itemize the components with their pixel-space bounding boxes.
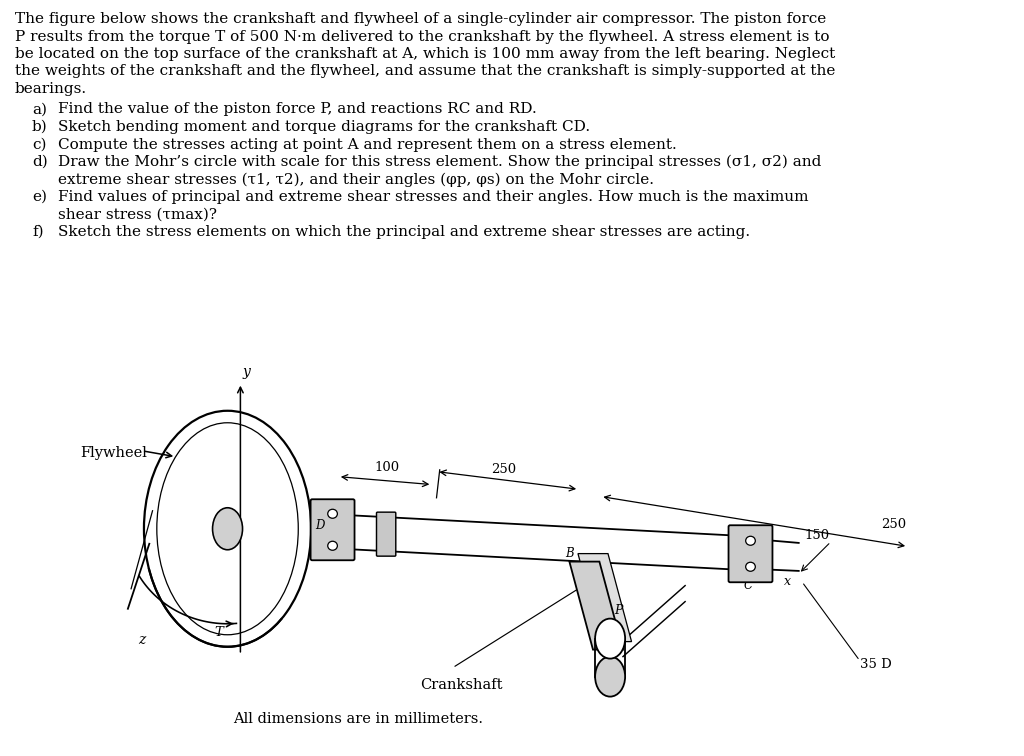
Text: Compute the stresses acting at point A and represent them on a stress element.: Compute the stresses acting at point A a… <box>58 138 677 151</box>
Text: f): f) <box>32 225 44 239</box>
Text: y: y <box>243 364 251 379</box>
Ellipse shape <box>595 657 625 696</box>
Text: e): e) <box>32 190 47 204</box>
Text: z: z <box>138 633 145 647</box>
Text: B: B <box>565 547 573 559</box>
Text: the weights of the crankshaft and the flywheel, and assume that the crankshaft i: the weights of the crankshaft and the fl… <box>15 64 836 79</box>
Text: 250: 250 <box>882 519 906 531</box>
Text: shear stress (τmax)?: shear stress (τmax)? <box>58 207 217 222</box>
Polygon shape <box>569 562 623 649</box>
Text: c): c) <box>32 138 46 151</box>
Circle shape <box>328 541 337 550</box>
Text: All dimensions are in millimeters.: All dimensions are in millimeters. <box>232 711 483 726</box>
Text: d): d) <box>32 155 48 169</box>
FancyBboxPatch shape <box>310 499 354 560</box>
Text: Flywheel: Flywheel <box>81 446 147 460</box>
Text: 250: 250 <box>492 463 516 476</box>
Text: Sketch the stress elements on which the principal and extreme shear stresses are: Sketch the stress elements on which the … <box>58 225 751 239</box>
Text: A: A <box>381 517 389 530</box>
Text: The figure below shows the crankshaft and flywheel of a single-cylinder air comp: The figure below shows the crankshaft an… <box>15 12 826 26</box>
Circle shape <box>328 510 337 519</box>
Text: 35 D: 35 D <box>860 658 892 671</box>
Circle shape <box>745 536 756 545</box>
Text: P results from the torque T of 500 N·m delivered to the crankshaft by the flywhe: P results from the torque T of 500 N·m d… <box>15 29 829 44</box>
Text: a): a) <box>32 103 47 116</box>
Text: bearings.: bearings. <box>15 82 87 96</box>
FancyBboxPatch shape <box>377 512 396 556</box>
Text: x: x <box>783 575 791 587</box>
Text: Draw the Mohr’s circle with scale for this stress element. Show the principal st: Draw the Mohr’s circle with scale for th… <box>58 155 821 169</box>
Text: D: D <box>315 519 325 532</box>
Text: b): b) <box>32 120 48 134</box>
FancyBboxPatch shape <box>728 525 772 582</box>
Polygon shape <box>578 553 632 642</box>
Ellipse shape <box>213 508 243 550</box>
Text: P: P <box>614 603 623 617</box>
Text: Find values of principal and extreme shear stresses and their angles. How much i: Find values of principal and extreme she… <box>58 190 809 204</box>
Text: Sketch bending moment and torque diagrams for the crankshaft CD.: Sketch bending moment and torque diagram… <box>58 120 590 134</box>
Circle shape <box>745 562 756 572</box>
Text: C: C <box>743 579 753 592</box>
Text: extreme shear stresses (τ1, τ2), and their angles (φp, φs) on the Mohr circle.: extreme shear stresses (τ1, τ2), and the… <box>58 172 654 187</box>
Ellipse shape <box>595 618 625 658</box>
Text: T: T <box>215 626 223 639</box>
Text: 150: 150 <box>804 528 829 542</box>
Text: Crankshaft: Crankshaft <box>421 678 503 692</box>
Text: Find the value of the piston force P, and reactions RC and RD.: Find the value of the piston force P, an… <box>58 103 537 116</box>
Text: 100: 100 <box>375 460 399 473</box>
Text: be located on the top surface of the crankshaft at A, which is 100 mm away from : be located on the top surface of the cra… <box>15 47 836 61</box>
